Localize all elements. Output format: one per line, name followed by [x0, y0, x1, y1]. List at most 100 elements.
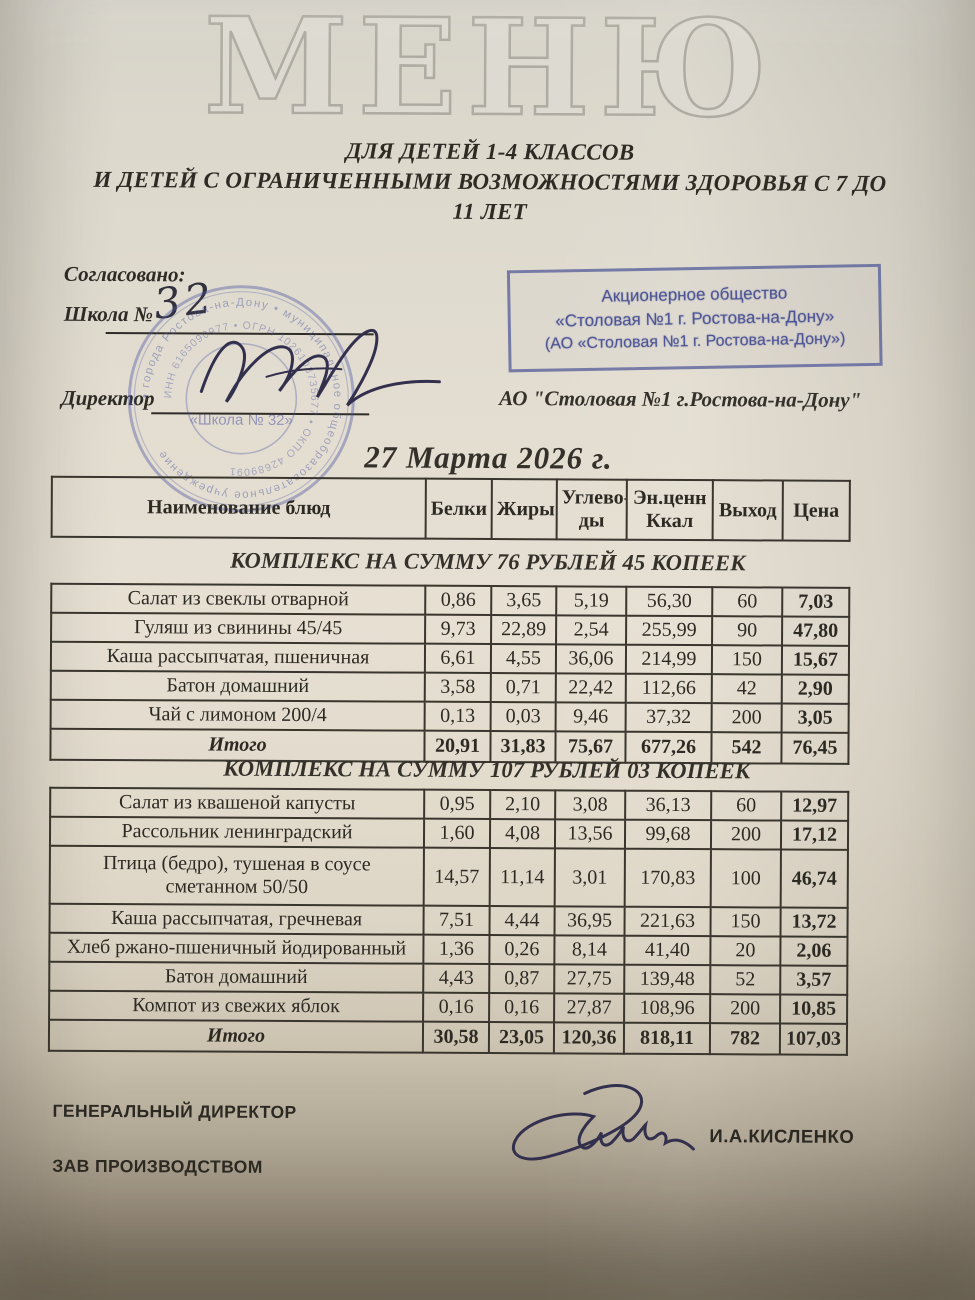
dish-row: Каша рассыпчатая, пшеничная 6,61 4,55 36,06… — [50, 641, 850, 675]
dish-name-cell: Гуляш из свинины 45/45 — [51, 612, 426, 644]
value-cell: 108,96 — [624, 993, 711, 1024]
value-cell: 255,99 — [626, 615, 713, 646]
value-cell: 36,06 — [555, 644, 627, 674]
value-cell: 36,95 — [554, 906, 625, 936]
dish-row: Батон домашний 3,58 0,71 22,42 112,66 42 2,90 — [50, 670, 849, 704]
value-cell: 1,36 — [423, 934, 490, 965]
value-cell: 5,19 — [556, 586, 627, 616]
value-cell: 2,54 — [556, 615, 627, 645]
org-rect-stamp: Акционерное общество «Столовая №1 г. Рос… — [506, 263, 883, 373]
dish-name-cell: Салат из квашеной капусты — [50, 787, 425, 819]
org-name: АО "Столовая №1 г.Ростова-на-Дону" — [499, 386, 862, 412]
value-cell: 4,08 — [489, 819, 556, 849]
value-cell: 120,36 — [553, 1022, 625, 1054]
rect-stamp-line-3: (АО «Столовая №1 г. Ростова-на-Дону») — [544, 330, 846, 353]
value-cell: 0,16 — [423, 992, 490, 1023]
value-cell: 14,57 — [423, 847, 490, 907]
value-cell: 90 — [712, 616, 783, 646]
value-cell: 4,44 — [489, 906, 555, 936]
value-cell: 4,55 — [490, 644, 557, 674]
col-header-kcal: Эн.ценн Ккал — [626, 479, 713, 541]
signer-name: И.А.КИСЛЕНКО — [709, 1125, 855, 1147]
dish-name-cell: Компот из свежих яблок — [49, 990, 424, 1022]
value-cell: 60 — [711, 791, 782, 821]
value-cell: 12,97 — [781, 791, 849, 821]
value-cell: 20 — [710, 936, 781, 966]
dish-name-cell: Птица (бедро), тушеная в соусе сметанном… — [49, 845, 424, 906]
col-header-fat: Жиры — [491, 479, 557, 540]
dish-row: Чай с лимоном 200/4 0,13 0,03 9,46 37,32 200 3… — [50, 699, 849, 733]
dish-row: Батон домашний 4,43 0,87 27,75 139,48 52 3,57 — [49, 961, 848, 995]
value-cell: 2,06 — [780, 936, 848, 966]
page-title: МЕНЮ — [202, 0, 778, 148]
value-cell: 6,61 — [424, 643, 492, 674]
value-cell: 0,26 — [489, 935, 555, 965]
value-cell: 99,68 — [624, 819, 712, 850]
menu-table-complex-76: Салат из свеклы отварной 0,86 3,65 5,19 56,3… — [49, 583, 850, 765]
dish-name-cell: Каша рассыпчатая, гречневая — [49, 903, 424, 935]
dish-row: Каша рассыпчатая, гречневая 7,51 4,44 36,95… — [49, 903, 848, 937]
value-cell: 3,57 — [780, 965, 848, 995]
value-cell: 200 — [710, 820, 782, 850]
dish-row: Птица (бедро), тушеная в соусе сметанном… — [49, 845, 848, 908]
value-cell: 41,40 — [624, 935, 711, 966]
value-cell: 139,48 — [624, 964, 711, 995]
subtitle-line-1: ДЛЯ ДЕТЕЙ 1-4 КЛАССОВ — [345, 138, 635, 165]
value-cell: 818,11 — [623, 1022, 711, 1055]
value-cell: 8,14 — [554, 935, 625, 965]
value-cell: 3,58 — [424, 672, 491, 703]
value-cell: 27,87 — [554, 993, 625, 1023]
dish-name-cell: Салат из свеклы отварной — [51, 583, 426, 615]
value-cell: 782 — [709, 1023, 781, 1055]
value-cell: 3,08 — [555, 790, 626, 820]
dish-name-cell: Рассольник ленинградский — [49, 816, 425, 848]
value-cell: 7,51 — [423, 905, 490, 936]
value-cell: 0,95 — [424, 789, 491, 820]
col-header-name: Наименование блюд — [51, 476, 426, 539]
menu-date: 27 Марта 2026 г. — [364, 439, 613, 476]
dish-name-cell: Батон домашний — [49, 961, 424, 993]
value-cell: 9,73 — [425, 614, 492, 645]
value-cell: 150 — [710, 907, 781, 937]
section2-title: КОМПЛЕКС НА СУММУ 107 РУБЛЕЙ 03 КОПЕЕК — [223, 755, 751, 784]
col-header-carbs: Углево-ды — [556, 479, 627, 540]
col-header-protein: Белки — [425, 478, 492, 540]
col-header-weight: Выход — [712, 480, 783, 541]
subtitle-line-2: И ДЕТЕЙ С ОГРАНИЧЕННЫМИ ВОЗМОЖНОСТЯМИ ЗД… — [93, 166, 887, 197]
value-cell: 0,16 — [489, 993, 555, 1023]
value-cell: 42 — [711, 674, 782, 704]
value-cell: 37,32 — [625, 702, 712, 733]
nutrition-header-table: Наименование блюд Белки Жиры Углево-ды Э… — [51, 476, 851, 542]
menu-table-complex-107: Салат из квашеной капусты 0,95 2,10 3,08 36,… — [48, 787, 849, 1056]
value-cell: 36,13 — [625, 790, 712, 821]
value-cell: 2,90 — [781, 674, 849, 704]
value-cell: 46,74 — [780, 849, 848, 908]
value-cell: 3,05 — [781, 703, 849, 733]
value-cell: 112,66 — [625, 673, 712, 704]
value-cell: 9,46 — [555, 702, 626, 732]
value-cell: 2,10 — [490, 790, 556, 820]
value-cell: 221,63 — [624, 906, 711, 937]
dish-row: Хлеб ржано-пшеничный йодированный 1,36 0,2… — [49, 932, 848, 966]
value-cell: 30,58 — [422, 1021, 490, 1054]
dish-name-cell: Хлеб ржано-пшеничный йодированный — [49, 932, 424, 964]
dish-row: Компот из свежих яблок 0,16 0,16 27,87 108,9… — [49, 990, 848, 1024]
round-school-stamp: • города Ростова-на-Дону • муниципальное… — [127, 285, 355, 513]
total-row: Итого 30,58 23,05 120,36 818,11 782 107,03 — [48, 1019, 848, 1055]
value-cell: 1,60 — [423, 818, 491, 849]
director-signature — [199, 328, 441, 407]
value-cell: 214,99 — [625, 644, 713, 675]
dish-name-cell: Каша рассыпчатая, пшеничная — [50, 641, 426, 673]
round-stamp-center-text: «Школа № 32» — [189, 411, 292, 429]
value-cell: 0,03 — [490, 702, 556, 732]
header-row: Наименование блюд Белки Жиры Углево-ды Э… — [51, 476, 850, 541]
value-cell: 170,83 — [624, 848, 711, 908]
value-cell: 200 — [710, 994, 781, 1024]
subtitle-line-3: 11 ЛЕТ — [452, 198, 528, 225]
dish-name-cell: Батон домашний — [50, 670, 425, 702]
value-cell: 100 — [710, 849, 781, 908]
value-cell: 150 — [711, 645, 783, 675]
value-cell: 22,42 — [555, 673, 626, 703]
